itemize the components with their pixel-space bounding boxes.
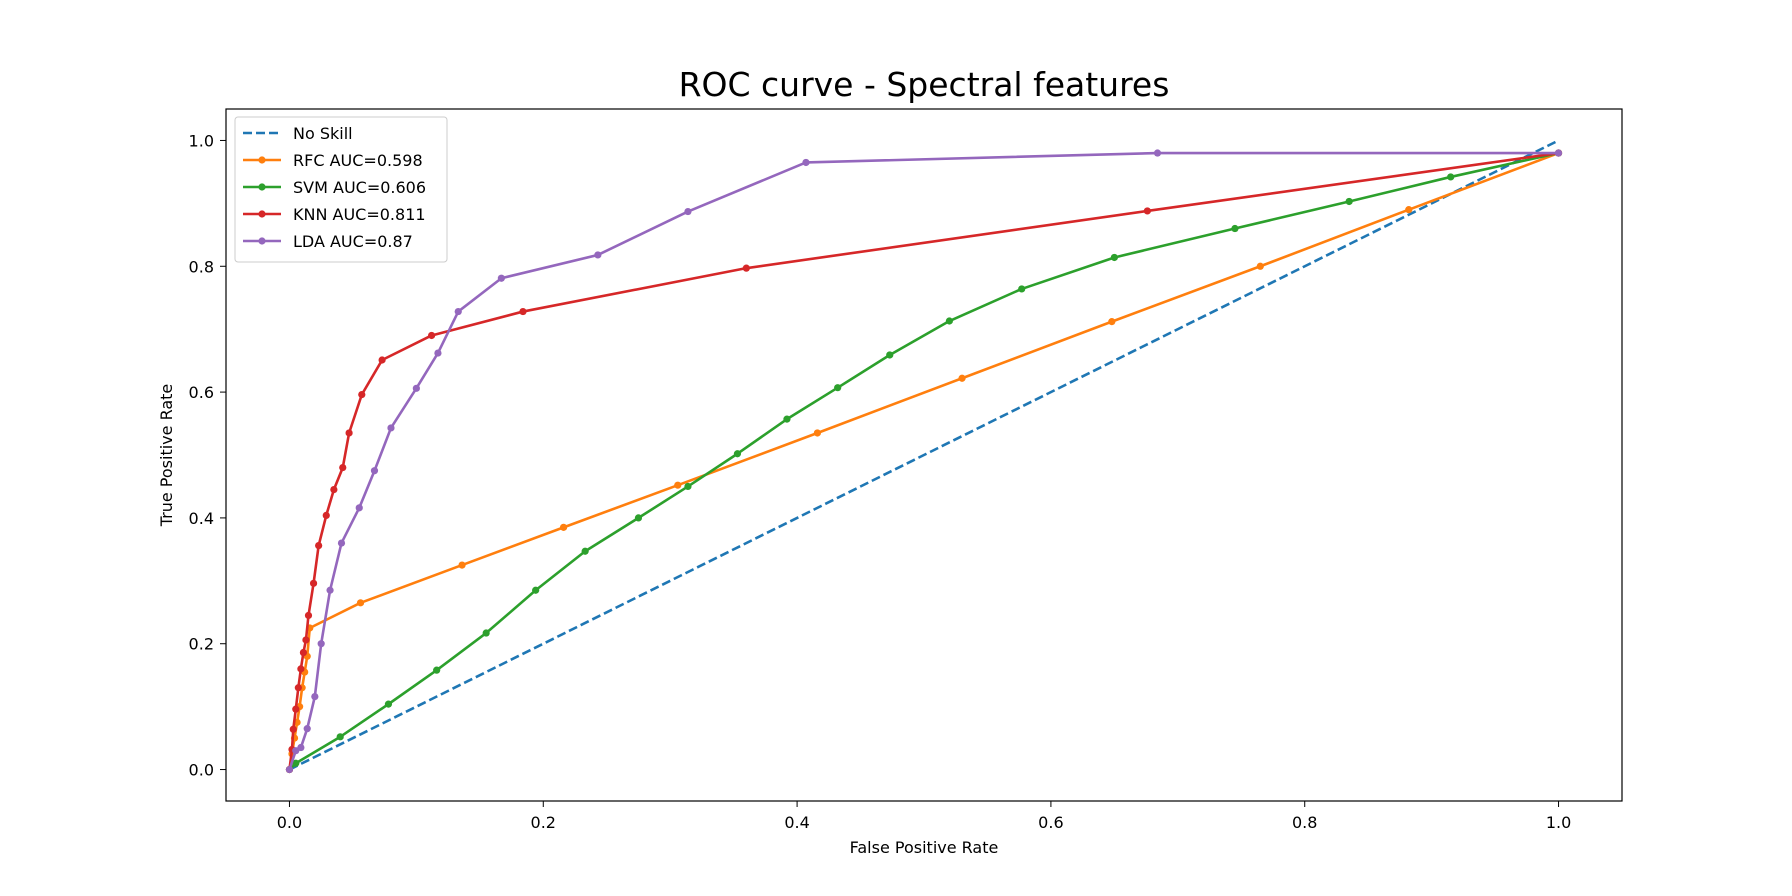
data-point-svm [1447,173,1455,181]
data-point-knn [294,684,302,692]
y-tick-label: 0.4 [189,509,214,528]
data-point-svm [1018,285,1026,293]
data-point-rfc [958,374,966,382]
legend-label-no: No Skill [293,124,353,143]
series-line-knn [288,151,1559,770]
data-point-rfc [1405,206,1413,214]
data-point-svm [834,384,842,392]
data-point-lda [337,539,346,547]
x-tick-label: 0.6 [1038,813,1063,832]
y-tick-label: 1.0 [189,131,214,150]
x-tick-label: 1.0 [1546,813,1571,832]
data-point-lda [434,349,442,357]
data-point-knn [315,541,323,550]
data-point-lda [355,504,363,512]
data-point-svm [336,733,344,741]
data-point-knn [322,511,330,519]
legend-marker-rfc [258,156,266,164]
data-point-knn [304,611,313,620]
x-tick-label: 0.4 [784,813,809,832]
data-point-knn [339,463,347,472]
data-point-lda [311,692,319,701]
chart-title: ROC curve - Spectral features [679,65,1170,104]
data-point-rfc [813,429,821,437]
data-point-knn [302,636,310,644]
data-point-lda [684,207,692,216]
y-tick-label: 0.2 [189,635,214,654]
legend-marker-svm [258,183,266,191]
data-point-knn [519,307,527,316]
data-point-knn [378,356,386,364]
data-point-svm [1110,253,1118,262]
legend-marker-knn [258,210,266,218]
data-point-svm [1345,197,1353,206]
data-point-svm [532,586,540,594]
plot-area [285,139,1563,774]
data-point-rfc [559,523,568,531]
data-point-lda [370,467,379,475]
y-tick-label: 0.6 [189,383,214,402]
data-point-rfc [356,599,365,607]
legend-marker-lda [258,237,266,245]
data-point-svm [945,317,953,325]
data-point-lda [387,424,395,432]
data-point-rfc [1256,262,1264,270]
data-point-lda [412,384,420,392]
data-point-svm [292,759,300,767]
legend-label-svm: SVM AUC=0.606 [293,178,426,197]
data-point-svm [1231,224,1239,233]
legend: No Skill RFC AUC=0.598 SVM AUC=0.606 KNN AU… [234,116,448,263]
data-point-knn [742,264,750,272]
data-point-svm [482,629,490,637]
data-point-knn [297,665,305,673]
data-point-svm [733,450,742,458]
data-point-svm [783,415,791,423]
data-point-svm [886,351,894,359]
data-point-svm [634,514,643,522]
y-axis-label: True Positive Rate [157,384,176,528]
data-point-lda [326,586,334,594]
data-point-svm [684,482,692,491]
data-point-knn [427,331,436,340]
data-point-knn [309,579,318,587]
data-point-knn [1143,207,1151,215]
x-tick-label: 0.2 [531,813,556,832]
data-point-knn [345,429,353,437]
legend-label-knn: KNN AUC=0.811 [293,205,426,224]
data-point-knn [292,705,300,713]
series-line-lda [288,151,1559,770]
plot-frame [225,108,1623,802]
data-point-lda [454,307,462,316]
data-point-lda [802,158,810,167]
data-point-knn [289,725,297,733]
data-point-svm [433,666,441,674]
data-point-lda [285,765,294,774]
data-point-lda [1554,149,1563,157]
data-point-knn [358,391,366,399]
data-point-lda [594,251,602,259]
y-tick-label: 0.8 [189,257,214,276]
data-point-svm [384,700,393,708]
data-point-lda [317,640,325,648]
legend-box [234,116,448,263]
data-point-rfc [674,481,682,489]
series-line-no [288,139,1560,771]
x-tick-label: 0.0 [277,813,302,832]
data-point-svm [581,547,589,555]
y-tick-label: 0.0 [189,761,214,780]
x-tick-label: 0.8 [1292,813,1317,832]
data-point-lda [1153,149,1162,157]
data-point-knn [330,486,338,494]
legend-label-rfc: RFC AUC=0.598 [293,151,423,170]
data-point-lda [497,274,505,282]
x-axis-label: False Positive Rate [850,838,999,857]
data-point-lda [297,743,305,752]
legend-label-lda: LDA AUC=0.87 [293,232,413,251]
data-point-lda [303,725,311,733]
data-point-rfc [1108,318,1116,326]
data-point-rfc [458,561,466,569]
axes: 0.0 0.2 0.4 0.6 0.8 1.0 0.0 0.2 0.4 0.6 0.8 1.0 [189,131,1572,832]
data-point-knn [299,648,308,657]
